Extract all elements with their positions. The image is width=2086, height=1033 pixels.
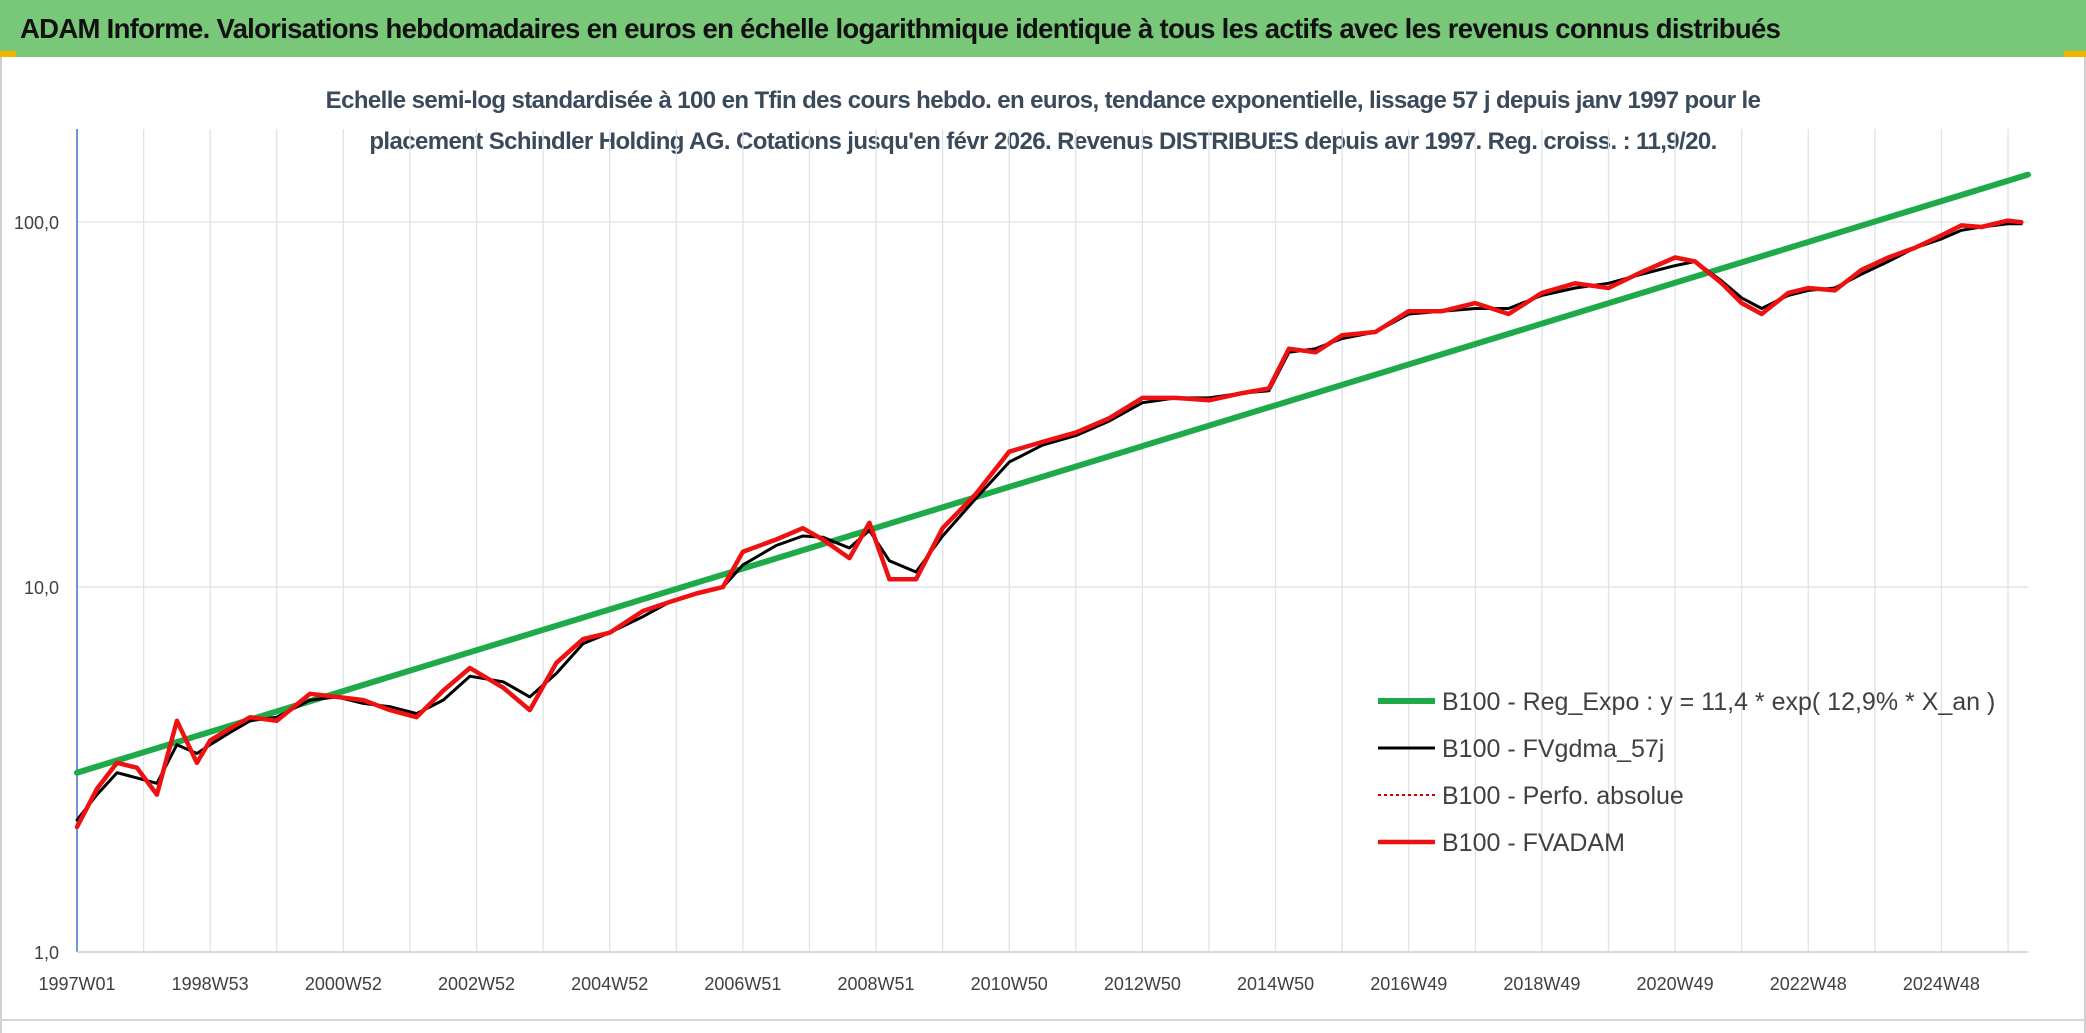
gridlines: [77, 129, 2028, 953]
series-line-performance: [76, 219, 2023, 828]
bottom-rule: [0, 1019, 2086, 1021]
x-tick-label: 2002W52: [438, 974, 515, 994]
report-banner: ADAM Informe. Valorisations hebdomadaire…: [0, 0, 2086, 57]
series-line-regression: [74, 171, 2031, 776]
tick-labels: 1,0 10,0 100,0 1997W01 1998W53 2000W52 2002W52…: [14, 213, 1980, 994]
x-tick-label: 1998W53: [172, 974, 249, 994]
x-tick-label: 2004W52: [571, 974, 648, 994]
axes: [76, 129, 2028, 953]
x-tick-label: 2018W49: [1503, 974, 1580, 994]
chart-subtitle: placement Schindler Holding AG. Cotation…: [369, 128, 1717, 155]
x-tick-label: 2022W48: [1770, 974, 1847, 994]
chart-title: Echelle semi-log standardisée à 100 en T…: [325, 87, 1761, 114]
y-tick-label: 10,0: [24, 578, 59, 598]
chart-area: [0, 57, 2086, 1033]
legend-label-moving-average: B100 - FVgdma_57j: [1442, 735, 1664, 763]
x-tick-label: 2010W50: [971, 974, 1048, 994]
legend: B100 - Reg_Expo : y = 11,4 * exp( 12,9% …: [1378, 688, 1995, 857]
x-tick-label: 2012W50: [1104, 974, 1181, 994]
x-tick-label: 2024W48: [1903, 974, 1980, 994]
y-tick-label: 100,0: [14, 213, 59, 233]
series-line-fvadam: [74, 218, 2024, 830]
y-tick-label: 1,0: [34, 943, 59, 963]
x-tick-label: 1997W01: [38, 974, 115, 994]
series-lines: [74, 171, 2031, 830]
x-tick-label: 2008W51: [838, 974, 915, 994]
corner-marker-top-left: [0, 51, 16, 57]
report-title: ADAM Informe. Valorisations hebdomadaire…: [20, 12, 1781, 44]
x-tick-label: 2000W52: [305, 974, 382, 994]
series-line-moving-average: [75, 222, 2023, 822]
x-tick-label: 2006W51: [704, 974, 781, 994]
x-tick-label: 2020W49: [1637, 974, 1714, 994]
x-tick-label: 2016W49: [1370, 974, 1447, 994]
corner-marker-top-right: [2064, 51, 2086, 59]
legend-label-regression: B100 - Reg_Expo : y = 11,4 * exp( 12,9% …: [1442, 688, 1995, 716]
x-tick-label: 2014W50: [1237, 974, 1314, 994]
legend-label-performance: B100 - Perfo. absolue: [1442, 782, 1684, 810]
legend-label-fvadam: B100 - FVADAM: [1442, 829, 1625, 857]
